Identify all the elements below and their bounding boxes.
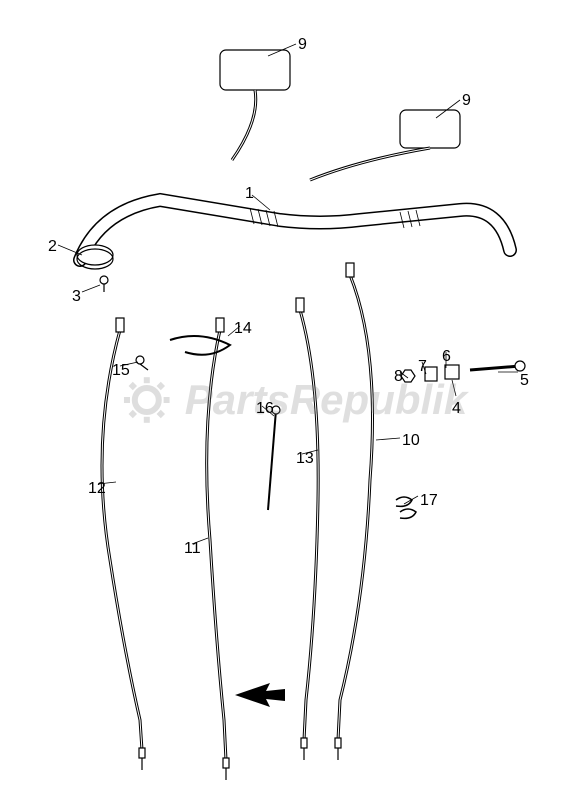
callout-5: 5 [520, 372, 529, 390]
callout-14: 14 [234, 320, 252, 338]
callout-1: 1 [245, 185, 254, 203]
callout-10: 10 [402, 432, 420, 450]
callout-12: 12 [88, 480, 106, 498]
parts-diagram: PartsRepublik 12345678991011121314151617 [0, 0, 584, 800]
callout-4: 4 [452, 400, 461, 418]
callout-16: 16 [256, 400, 274, 418]
callout-8: 8 [394, 368, 403, 386]
callout-7: 7 [418, 358, 427, 376]
callout-15: 15 [112, 362, 130, 380]
callout-2: 2 [48, 238, 57, 256]
callout-17: 17 [420, 492, 438, 510]
callout-13: 13 [296, 450, 314, 468]
callout-9a: 9 [298, 36, 307, 54]
indicator-arrow [230, 675, 290, 715]
callout-11: 11 [184, 540, 201, 558]
callout-3: 3 [72, 288, 81, 306]
diagram-svg [0, 0, 584, 800]
callout-9b: 9 [462, 92, 471, 110]
callout-6: 6 [442, 348, 451, 366]
